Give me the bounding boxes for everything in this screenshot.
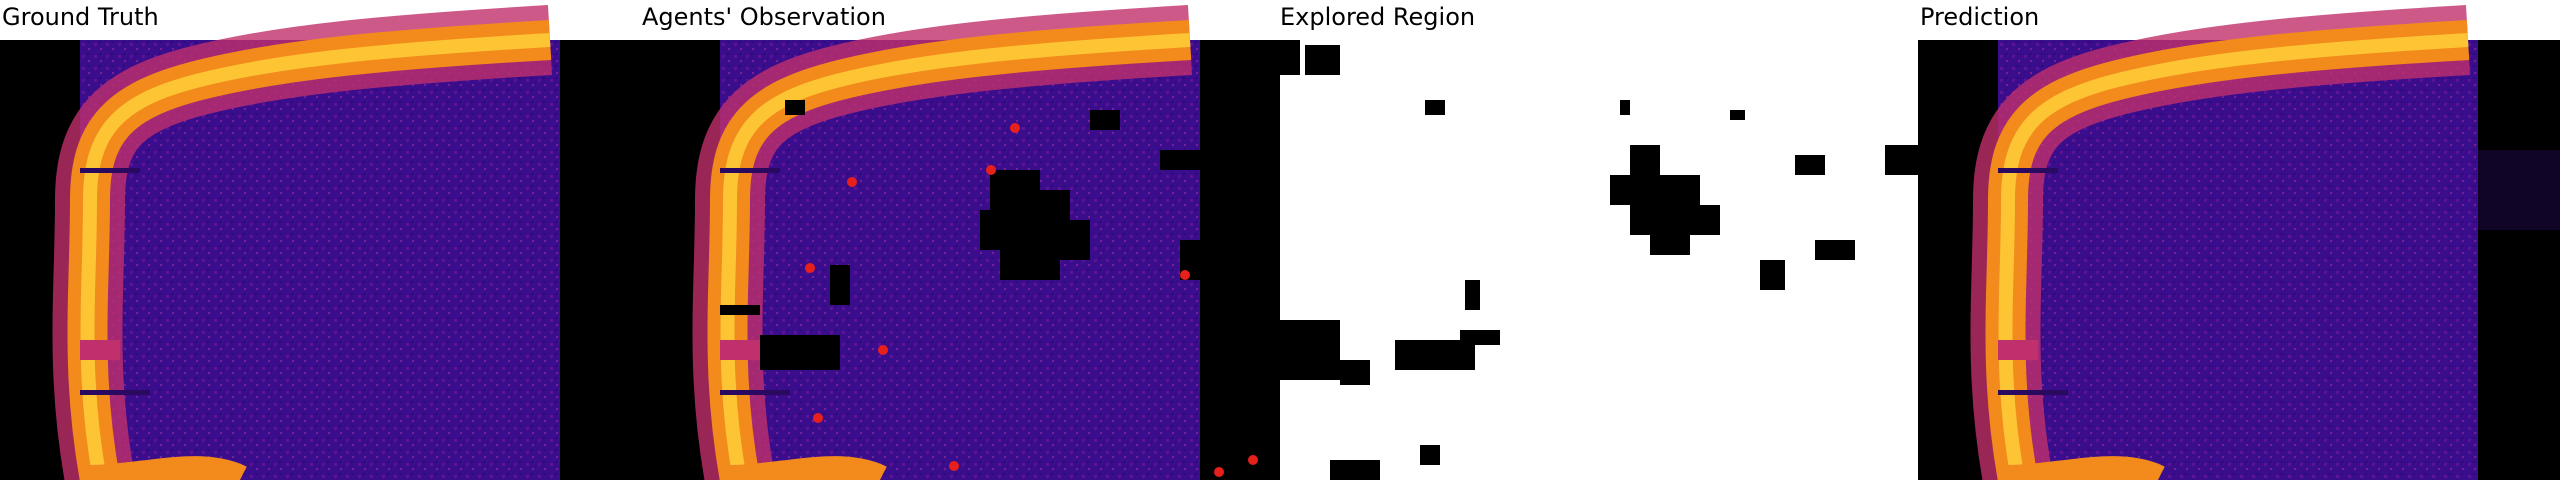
heatmap xyxy=(1998,40,2478,480)
panel-title: Prediction xyxy=(1920,3,2039,31)
panel-title: Agents' Observation xyxy=(642,3,886,31)
explored-area xyxy=(1280,40,1918,480)
panel-background xyxy=(1200,40,1280,480)
panel-title: Explored Region xyxy=(1280,3,1475,31)
agent-markers xyxy=(805,123,1190,471)
heatmap-fringe xyxy=(2478,150,2560,230)
unobserved-regions xyxy=(720,100,1280,370)
panel-title: Ground Truth xyxy=(2,3,159,31)
heatmap xyxy=(80,40,560,480)
unexplored-regions xyxy=(1280,40,1918,480)
agent-markers xyxy=(1214,455,1258,477)
